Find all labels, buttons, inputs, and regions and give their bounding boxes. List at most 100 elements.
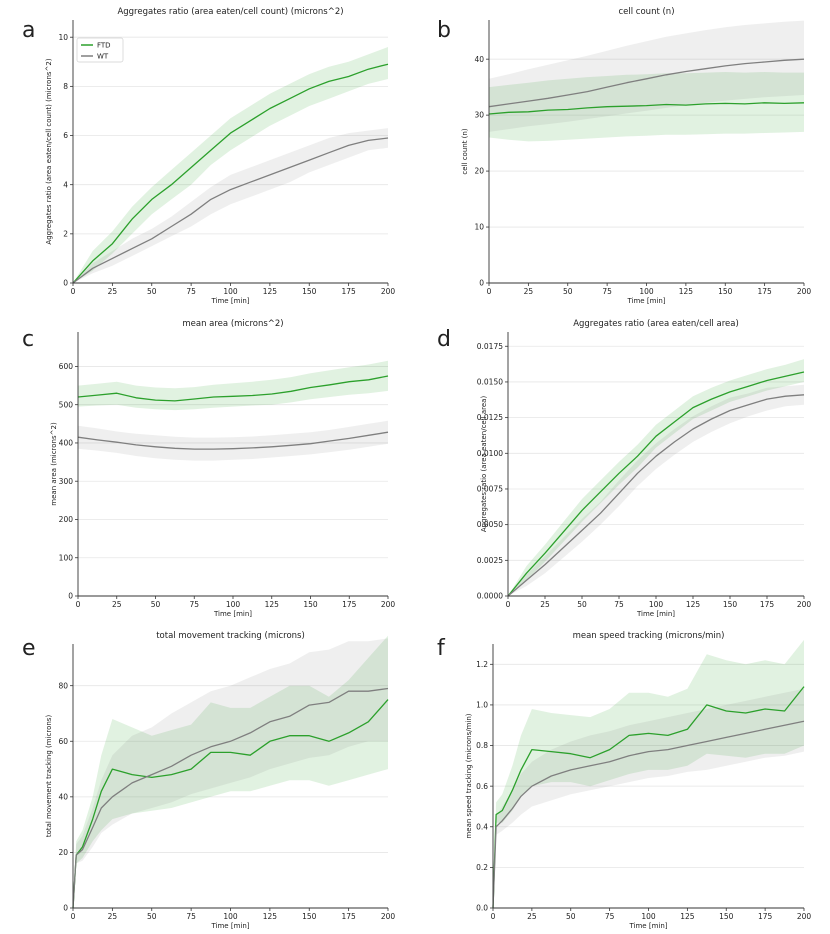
x-tick-label: 50 [563,287,573,296]
panel-letter: a [22,18,35,43]
series-line-ftd [492,686,805,909]
series-line-wt [488,58,805,108]
confidence-band-wt [508,384,804,596]
y-tick-label: 0.0050 [477,520,503,529]
confidence-band-ftd [489,72,804,142]
x-tick-label: 175 [757,287,772,296]
y-tick-label: 1.2 [476,660,488,669]
series-line-ftd [72,63,389,284]
panel-letter: f [437,636,446,661]
y-tick-label: 6 [63,131,68,140]
y-tick-label: 600 [59,362,74,371]
y-tick-label: 0.6 [476,782,488,791]
confidence-band-wt [493,688,804,908]
legend-label-wt: WT [97,53,109,61]
y-tick-label: 80 [58,681,68,690]
panel-letter: d [437,327,451,352]
series-line-ftd [72,699,389,909]
y-tick-label: 1.0 [476,701,488,710]
y-tick-label: 0.0100 [477,449,503,458]
series-line-wt [77,431,389,450]
panel-letter: c [22,327,34,352]
chart-title: mean speed tracking (microns/min) [573,631,725,641]
confidence-band-ftd [78,360,388,411]
y-axis-label: Aggregates ratio (area eaten/cell area) [480,396,488,533]
x-tick-label: 125 [686,600,701,609]
y-tick-label: 0.2 [476,863,488,872]
y-tick-label: 0.0025 [477,556,503,565]
y-tick-label: 20 [58,848,68,857]
x-tick-label: 175 [758,912,773,921]
x-tick-label: 0 [487,287,492,296]
y-tick-label: 0 [63,904,68,913]
x-axis-label: Time [min] [626,297,665,305]
x-tick-label: 100 [223,287,238,296]
chart-panel-c: 0 100 200 300 400 500 600 0 25 50 75 100 125 150 175 20… [22,319,395,618]
y-tick-label: 0.0 [476,904,488,913]
y-tick-label: 0 [68,592,73,601]
x-tick-label: 125 [263,912,278,921]
x-tick-label: 125 [680,912,695,921]
x-tick-label: 25 [112,600,122,609]
x-tick-label: 0 [71,287,76,296]
confidence-band-wt [73,128,388,283]
confidence-band-ftd [73,47,388,283]
y-axis-label: Aggregates ratio (area eaten/cell count)… [45,58,53,244]
x-tick-label: 200 [797,912,812,921]
y-tick-label: 0 [479,279,484,288]
x-tick-label: 150 [303,600,318,609]
confidence-band-wt [78,420,388,461]
x-tick-label: 175 [341,912,356,921]
x-tick-label: 125 [263,287,278,296]
x-tick-label: 100 [641,912,656,921]
x-tick-label: 25 [527,912,537,921]
legend: FTD WT [76,37,124,63]
x-tick-label: 200 [381,912,396,921]
series-line-ftd [77,375,389,402]
chart-title: total movement tracking (microns) [156,631,305,641]
x-tick-label: 0 [76,600,81,609]
x-tick-label: 75 [605,912,615,921]
y-tick-label: 60 [58,737,68,746]
x-tick-label: 25 [524,287,534,296]
y-tick-label: 200 [59,515,74,524]
x-tick-label: 150 [719,912,734,921]
x-tick-label: 150 [718,287,733,296]
y-tick-label: 300 [59,477,74,486]
series-line-ftd [507,371,805,597]
x-tick-label: 150 [302,287,317,296]
y-tick-label: 0.0150 [477,378,503,387]
x-axis-label: Time [min] [210,297,249,305]
y-tick-label: 400 [59,439,74,448]
x-tick-label: 50 [577,600,587,609]
y-tick-label: 100 [59,553,74,562]
chart-panel-f: 0.0 0.2 0.4 0.6 0.8 1.0 1.2 0 25 50 75 100 125 150 175… [437,631,811,930]
x-tick-label: 150 [302,912,317,921]
chart-title: mean area (microns^2) [182,319,283,329]
x-tick-label: 100 [649,600,664,609]
x-tick-label: 50 [566,912,576,921]
chart-title: cell count (n) [618,7,674,17]
x-tick-label: 25 [108,287,118,296]
y-tick-label: 40 [474,55,484,64]
confidence-band-ftd [508,359,804,596]
x-axis-label: Time [min] [628,922,667,930]
y-tick-label: 0.0175 [477,342,503,351]
y-tick-label: 500 [59,400,74,409]
y-tick-label: 40 [58,792,68,801]
x-tick-label: 100 [223,912,238,921]
x-tick-label: 75 [186,287,196,296]
chart-title: Aggregates ratio (area eaten/cell count)… [117,7,343,17]
x-axis-label: Time [min] [213,610,252,618]
x-axis-label: Time [min] [210,922,249,930]
y-tick-label: 0.4 [476,822,488,831]
x-tick-label: 75 [189,600,199,609]
x-tick-label: 100 [639,287,654,296]
x-axis-label: Time [min] [636,610,675,618]
confidence-band-wt [489,20,804,132]
x-tick-label: 125 [679,287,694,296]
panel-letter: e [22,636,36,661]
x-tick-label: 0 [491,912,496,921]
